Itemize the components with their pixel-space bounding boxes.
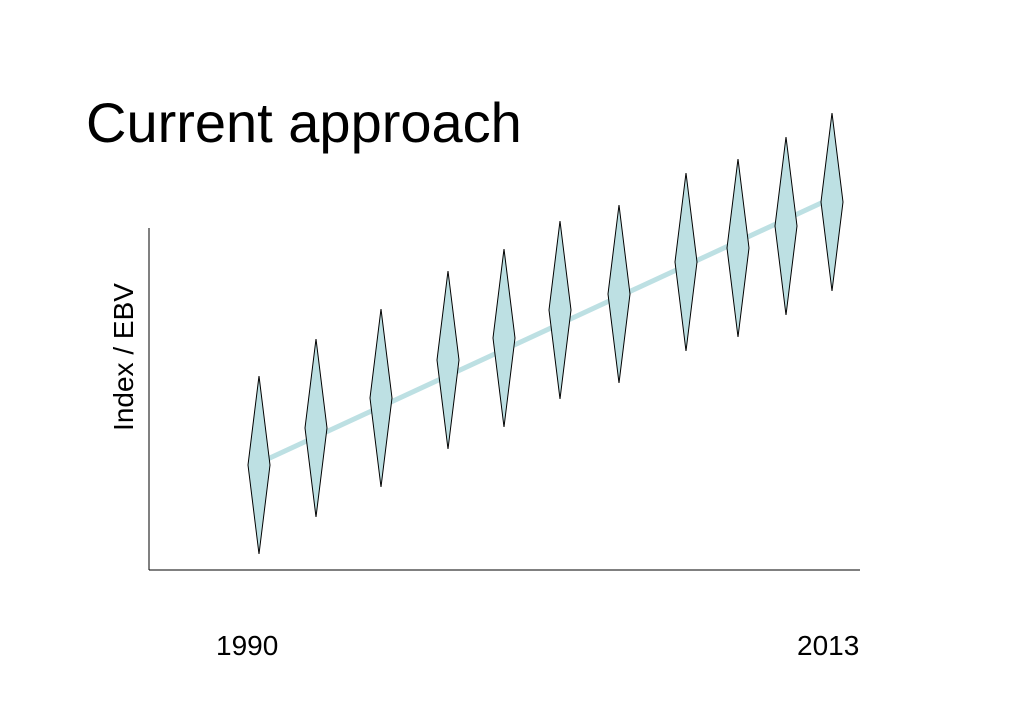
diamond-group — [247, 112, 844, 555]
diamond-9 — [726, 158, 750, 338]
diamond-10 — [774, 136, 798, 316]
diamond-4 — [436, 270, 460, 450]
diamond-11 — [820, 112, 844, 292]
diamond-1 — [247, 375, 271, 555]
diamond-5 — [492, 248, 516, 428]
diamond-8 — [674, 172, 698, 352]
diamond-7 — [607, 204, 631, 384]
x-axis-end-label: 2013 — [797, 630, 860, 661]
x-axis-start-label: 1990 — [216, 630, 279, 661]
slide-title: Current approach — [86, 91, 522, 154]
diamond-3 — [369, 308, 393, 488]
diamond-6 — [548, 220, 572, 400]
diamond-2 — [304, 338, 328, 518]
